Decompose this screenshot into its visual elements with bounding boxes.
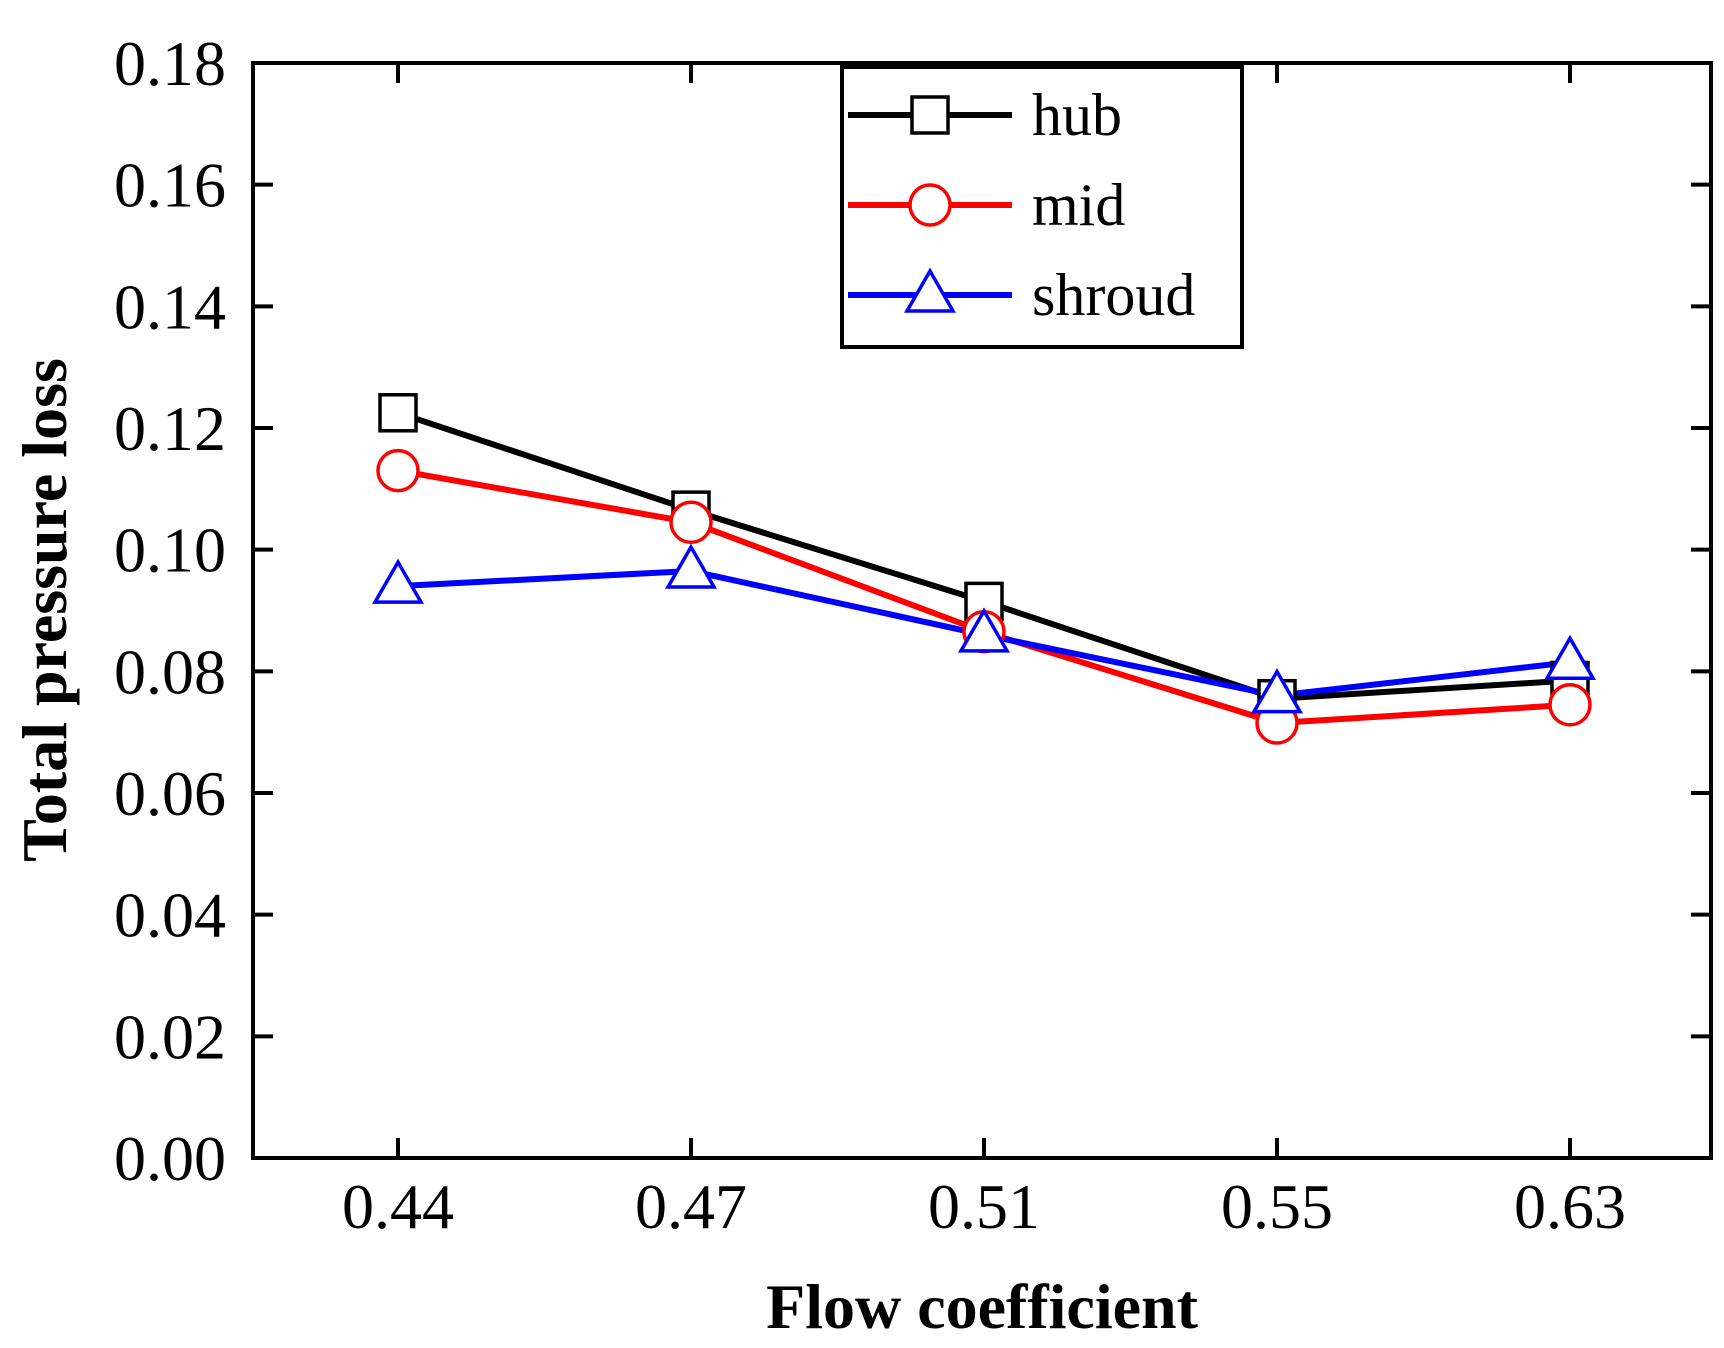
x-tick-label: 0.47	[635, 1171, 747, 1242]
y-tick-label: 0.02	[114, 1001, 226, 1072]
legend-label-shroud: shroud	[1032, 262, 1195, 328]
data-point-shroud	[664, 543, 718, 589]
x-tick-label: 0.63	[1514, 1171, 1626, 1242]
data-point-shroud	[1543, 634, 1597, 680]
legend-marker-mid	[908, 183, 952, 227]
ticks-layer: 0.00 0.02 0.04 0.06 0.08 0.10 0.12 0.14 0.16 0.18…	[114, 28, 1711, 1242]
y-tick-label: 0.18	[114, 28, 226, 99]
data-point-mid	[669, 500, 713, 545]
legend: hub mid shroud	[840, 65, 1244, 349]
legend-label-hub: hub	[1032, 82, 1122, 148]
y-tick-label: 0.14	[114, 271, 226, 342]
y-tick-label: 0.10	[114, 515, 226, 586]
series-line-hub	[397, 409, 1571, 702]
series-layer	[371, 393, 1597, 745]
legend-marker-hub	[910, 95, 950, 135]
y-tick-label: 0.16	[114, 150, 226, 221]
data-point-mid	[1548, 683, 1592, 727]
y-tick-label: 0.04	[114, 880, 226, 951]
data-point-hub	[378, 393, 418, 433]
y-tick-label: 0.12	[114, 393, 226, 464]
y-tick-label: 0.06	[114, 758, 226, 829]
legend-items: hub mid shroud	[848, 82, 1195, 328]
data-point-shroud	[1250, 668, 1304, 714]
x-tick-label: 0.55	[1221, 1171, 1333, 1242]
x-tick-label: 0.51	[928, 1171, 1040, 1242]
data-point-mid	[376, 448, 420, 493]
data-point-shroud	[957, 607, 1011, 653]
legend-label-mid: mid	[1032, 172, 1125, 238]
x-tick-label: 0.44	[342, 1171, 454, 1242]
data-point-shroud	[371, 558, 425, 604]
legend-marker-shroud	[903, 267, 957, 313]
x-axis-title: Flow coefficient	[766, 1271, 1199, 1342]
y-tick-label: 0.00	[114, 1123, 226, 1194]
plot-frame	[251, 61, 1713, 1160]
y-axis-title: Total pressure loss	[9, 358, 80, 862]
y-tick-label: 0.08	[114, 636, 226, 707]
